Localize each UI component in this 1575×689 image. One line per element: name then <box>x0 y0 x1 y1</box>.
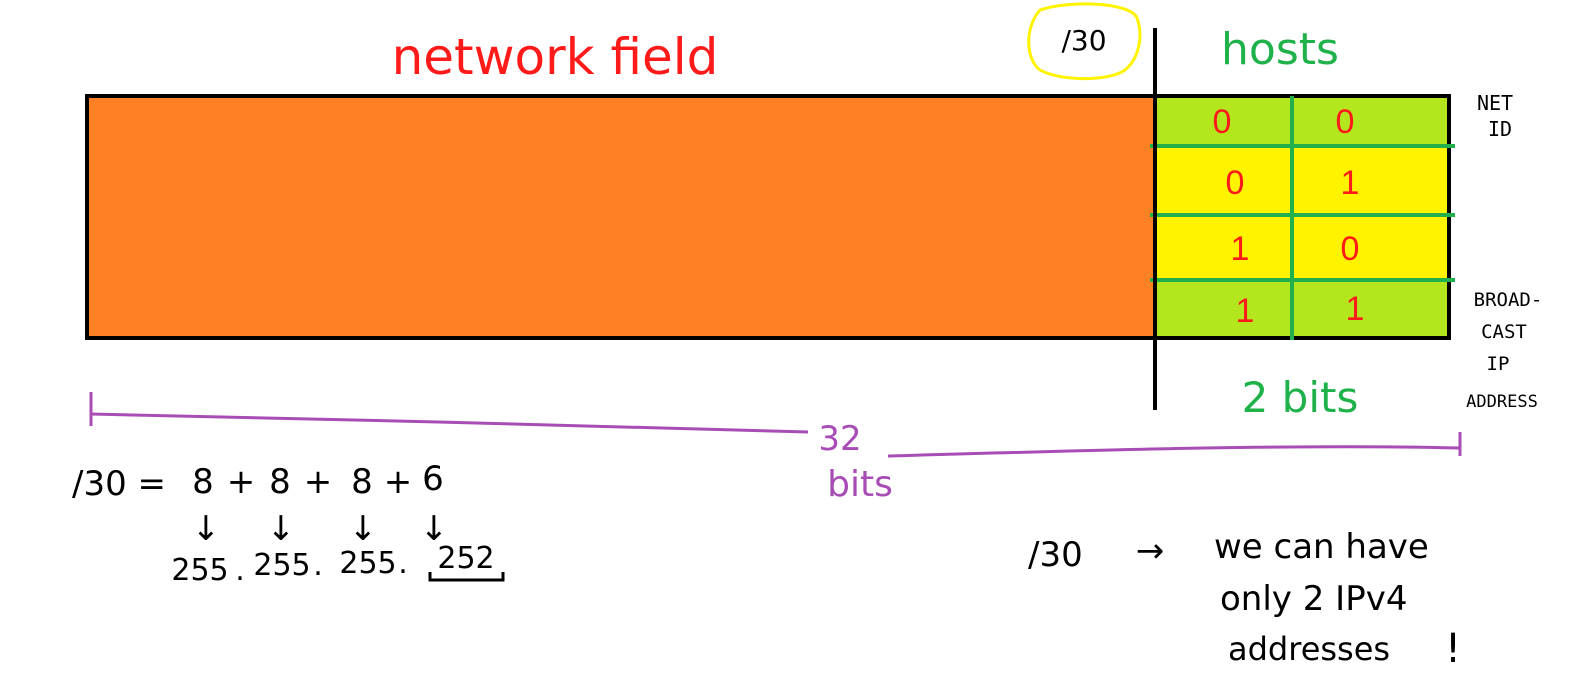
net-id-line1: NET <box>1477 91 1513 115</box>
note-line3: addresses <box>1228 630 1390 668</box>
total-bits-line2: bits <box>827 464 893 505</box>
note-line1: we can have <box>1214 527 1429 567</box>
broadcast-line4: ADDRESS <box>1466 392 1538 412</box>
host-bit-r0-c1: 0 <box>1336 103 1355 141</box>
octet-bits-3: 6 <box>422 459 444 499</box>
broadcast-line1: BROAD- <box>1474 289 1543 311</box>
plus-1: + <box>304 462 333 502</box>
host-bit-r0-c0: 0 <box>1213 103 1232 141</box>
octet-value-3: 252 <box>437 541 494 576</box>
octet-value-1: 255 <box>253 548 310 583</box>
plus-2: + <box>384 462 413 502</box>
prefix-highlight-circle <box>1027 2 1142 80</box>
note: /30 → we can have only 2 IPv4 addresses … <box>1028 527 1461 672</box>
host-row-3 <box>1155 280 1449 338</box>
broadcast-line2: CAST <box>1481 321 1527 343</box>
network-field-block <box>85 94 1157 340</box>
octet-value-2: 255 <box>339 546 396 581</box>
arrow-1: ↓ <box>267 509 296 549</box>
arrow-2: ↓ <box>349 509 378 549</box>
host-bit-r3-c1: 1 <box>1346 290 1365 328</box>
mask-calculation: /30 = 8 + 8 + 8 + 6 ↓ ↓ ↓ ↓ 255 . 255 . … <box>72 459 495 588</box>
dot-2: . <box>398 546 408 581</box>
note-line2: only 2 IPv4 <box>1220 579 1407 619</box>
host-bits-label: 2 bits <box>1242 373 1359 422</box>
octet-value-3-bracket <box>428 572 505 582</box>
arrow-0: ↓ <box>192 509 221 549</box>
note-arrow: → <box>1136 531 1165 571</box>
host-row-2 <box>1155 215 1449 280</box>
host-bit-r3-c0: 1 <box>1236 292 1255 330</box>
note-prefix: /30 <box>1028 535 1083 575</box>
host-bit-r2-c0: 1 <box>1231 230 1250 268</box>
host-bit-r2-c1: 0 <box>1341 230 1360 268</box>
span-right-line <box>887 445 1461 458</box>
net-id-line2: ID <box>1488 117 1512 141</box>
host-row-1 <box>1155 146 1449 215</box>
octet-bits-0: 8 <box>192 462 214 502</box>
span-left-line <box>90 412 809 434</box>
dot-0: . <box>235 553 245 588</box>
total-bits-span <box>89 392 1462 458</box>
arrow-3: ↓ <box>420 509 449 549</box>
mask-lhs: /30 = <box>72 464 166 504</box>
plus-0: + <box>227 462 256 502</box>
host-bit-r1-c1: 1 <box>1341 164 1360 202</box>
broadcast-line3: IP <box>1487 353 1510 375</box>
octet-bits-1: 8 <box>269 462 291 502</box>
network-field-label: network field <box>392 28 719 86</box>
octet-value-0: 255 <box>171 553 228 588</box>
host-bit-r1-c0: 0 <box>1226 164 1245 202</box>
broadcast-label: BROAD- CAST IP ADDRESS <box>1466 289 1542 412</box>
octet-bits-2: 8 <box>351 462 373 502</box>
host-bit-table: 0 0 0 1 1 0 1 1 <box>1213 103 1365 330</box>
note-exclaim: ! <box>1445 626 1461 672</box>
host-row-0 <box>1155 96 1449 146</box>
hosts-label: hosts <box>1221 24 1339 75</box>
prefix-label: /30 <box>1061 24 1106 57</box>
total-bits-line1: 32 <box>818 419 861 459</box>
dot-1: . <box>313 548 323 583</box>
net-id-label: NET ID <box>1477 91 1513 141</box>
